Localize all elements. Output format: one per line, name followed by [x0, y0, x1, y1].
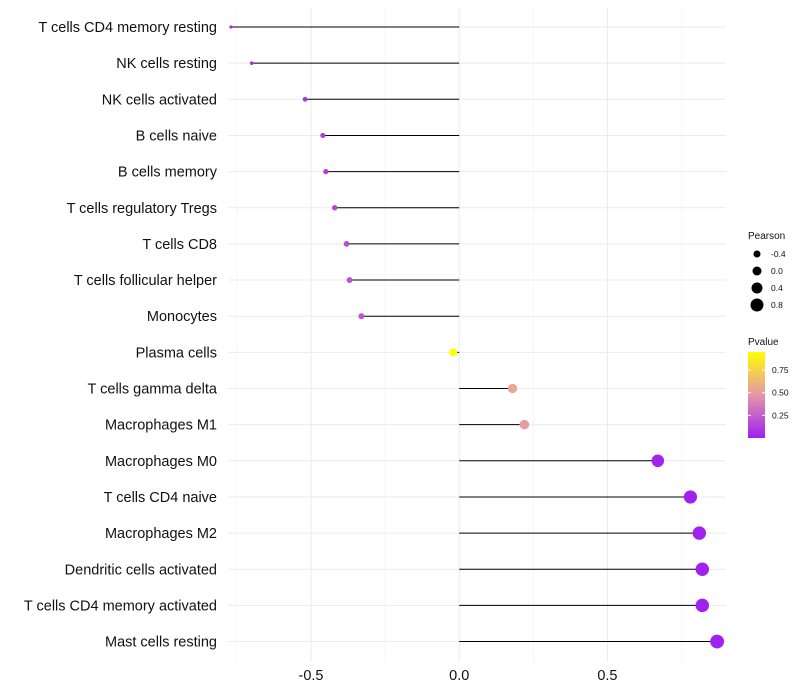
pearson-legend-key: [750, 298, 764, 312]
lollipop-point: [507, 383, 518, 394]
category-label: B cells memory: [118, 165, 218, 181]
category-label: T cells CD8: [142, 237, 217, 253]
category-label: T cells gamma delta: [88, 382, 218, 398]
x-tick-label: 0.5: [597, 668, 617, 684]
pearson-legend-label: -0.4: [771, 249, 786, 259]
x-axis-tick-labels: -0.5 0.0 0.5: [299, 668, 618, 684]
pvalue-legend-label: 0.25: [772, 410, 789, 420]
category-label: Mast cells resting: [105, 635, 217, 651]
grid-lines: [228, 8, 726, 662]
category-label: Plasma cells: [136, 345, 217, 361]
lollipop-point: [651, 454, 665, 468]
category-label: T cells CD4 naive: [104, 490, 217, 506]
category-label: NK cells activated: [102, 92, 217, 108]
pearson-size-legend: Pearson -0.4 0.0 0.4 0.8: [748, 231, 786, 312]
lollipop-point: [331, 205, 338, 211]
lollipop-point: [692, 526, 707, 540]
lollipop-segments: [230, 26, 718, 643]
lollipop-point: [519, 419, 530, 430]
lollipop-point: [346, 277, 353, 283]
lollipop-point: [358, 313, 365, 320]
lollipop-point: [683, 490, 698, 504]
category-label: B cells naive: [136, 128, 217, 144]
category-label: Macrophages M1: [105, 418, 217, 434]
category-label: Macrophages M2: [105, 526, 217, 542]
pearson-legend-key: [752, 266, 762, 276]
lollipop-point: [449, 348, 458, 357]
category-label: T cells CD4 memory activated: [24, 598, 217, 614]
x-tick-label: -0.5: [299, 668, 324, 684]
lollipop-point: [695, 562, 710, 576]
category-label: Monocytes: [147, 309, 217, 325]
lollipop-point: [249, 61, 254, 65]
pearson-legend-label: 0.4: [771, 283, 783, 293]
pearson-legend-key: [753, 250, 761, 258]
lollipop-point: [320, 132, 326, 139]
lollipop-point: [710, 634, 725, 649]
pvalue-color-legend: Pvalue 0.75 0.50 0.25: [748, 337, 789, 438]
category-labels: T cells CD4 memory resting NK cells resti…: [24, 20, 218, 651]
pvalue-colorbar: [748, 352, 765, 438]
category-label: Dendritic cells activated: [65, 562, 217, 578]
pearson-legend-key: [751, 282, 763, 294]
pvalue-legend-label: 0.50: [772, 388, 789, 398]
category-label: T cells follicular helper: [74, 273, 217, 289]
category-label: T cells regulatory Tregs: [67, 201, 217, 217]
lollipop-point: [343, 241, 350, 247]
x-tick-label: 0.0: [449, 668, 469, 684]
lollipop-points: [229, 25, 725, 649]
pvalue-legend-label: 0.75: [772, 365, 789, 375]
lollipop-point: [323, 168, 329, 175]
lollipop-point: [695, 598, 710, 613]
category-label: Macrophages M0: [105, 454, 217, 470]
pearson-legend-label: 0.8: [771, 300, 783, 310]
pvalue-legend-title: Pvalue: [748, 337, 779, 348]
pearson-legend-title: Pearson: [748, 231, 785, 242]
category-label: T cells CD4 memory resting: [38, 20, 217, 36]
category-label: NK cells resting: [116, 56, 217, 72]
lollipop-point: [302, 96, 308, 102]
pearson-legend-label: 0.0: [771, 266, 783, 276]
lollipop-point: [229, 25, 233, 29]
